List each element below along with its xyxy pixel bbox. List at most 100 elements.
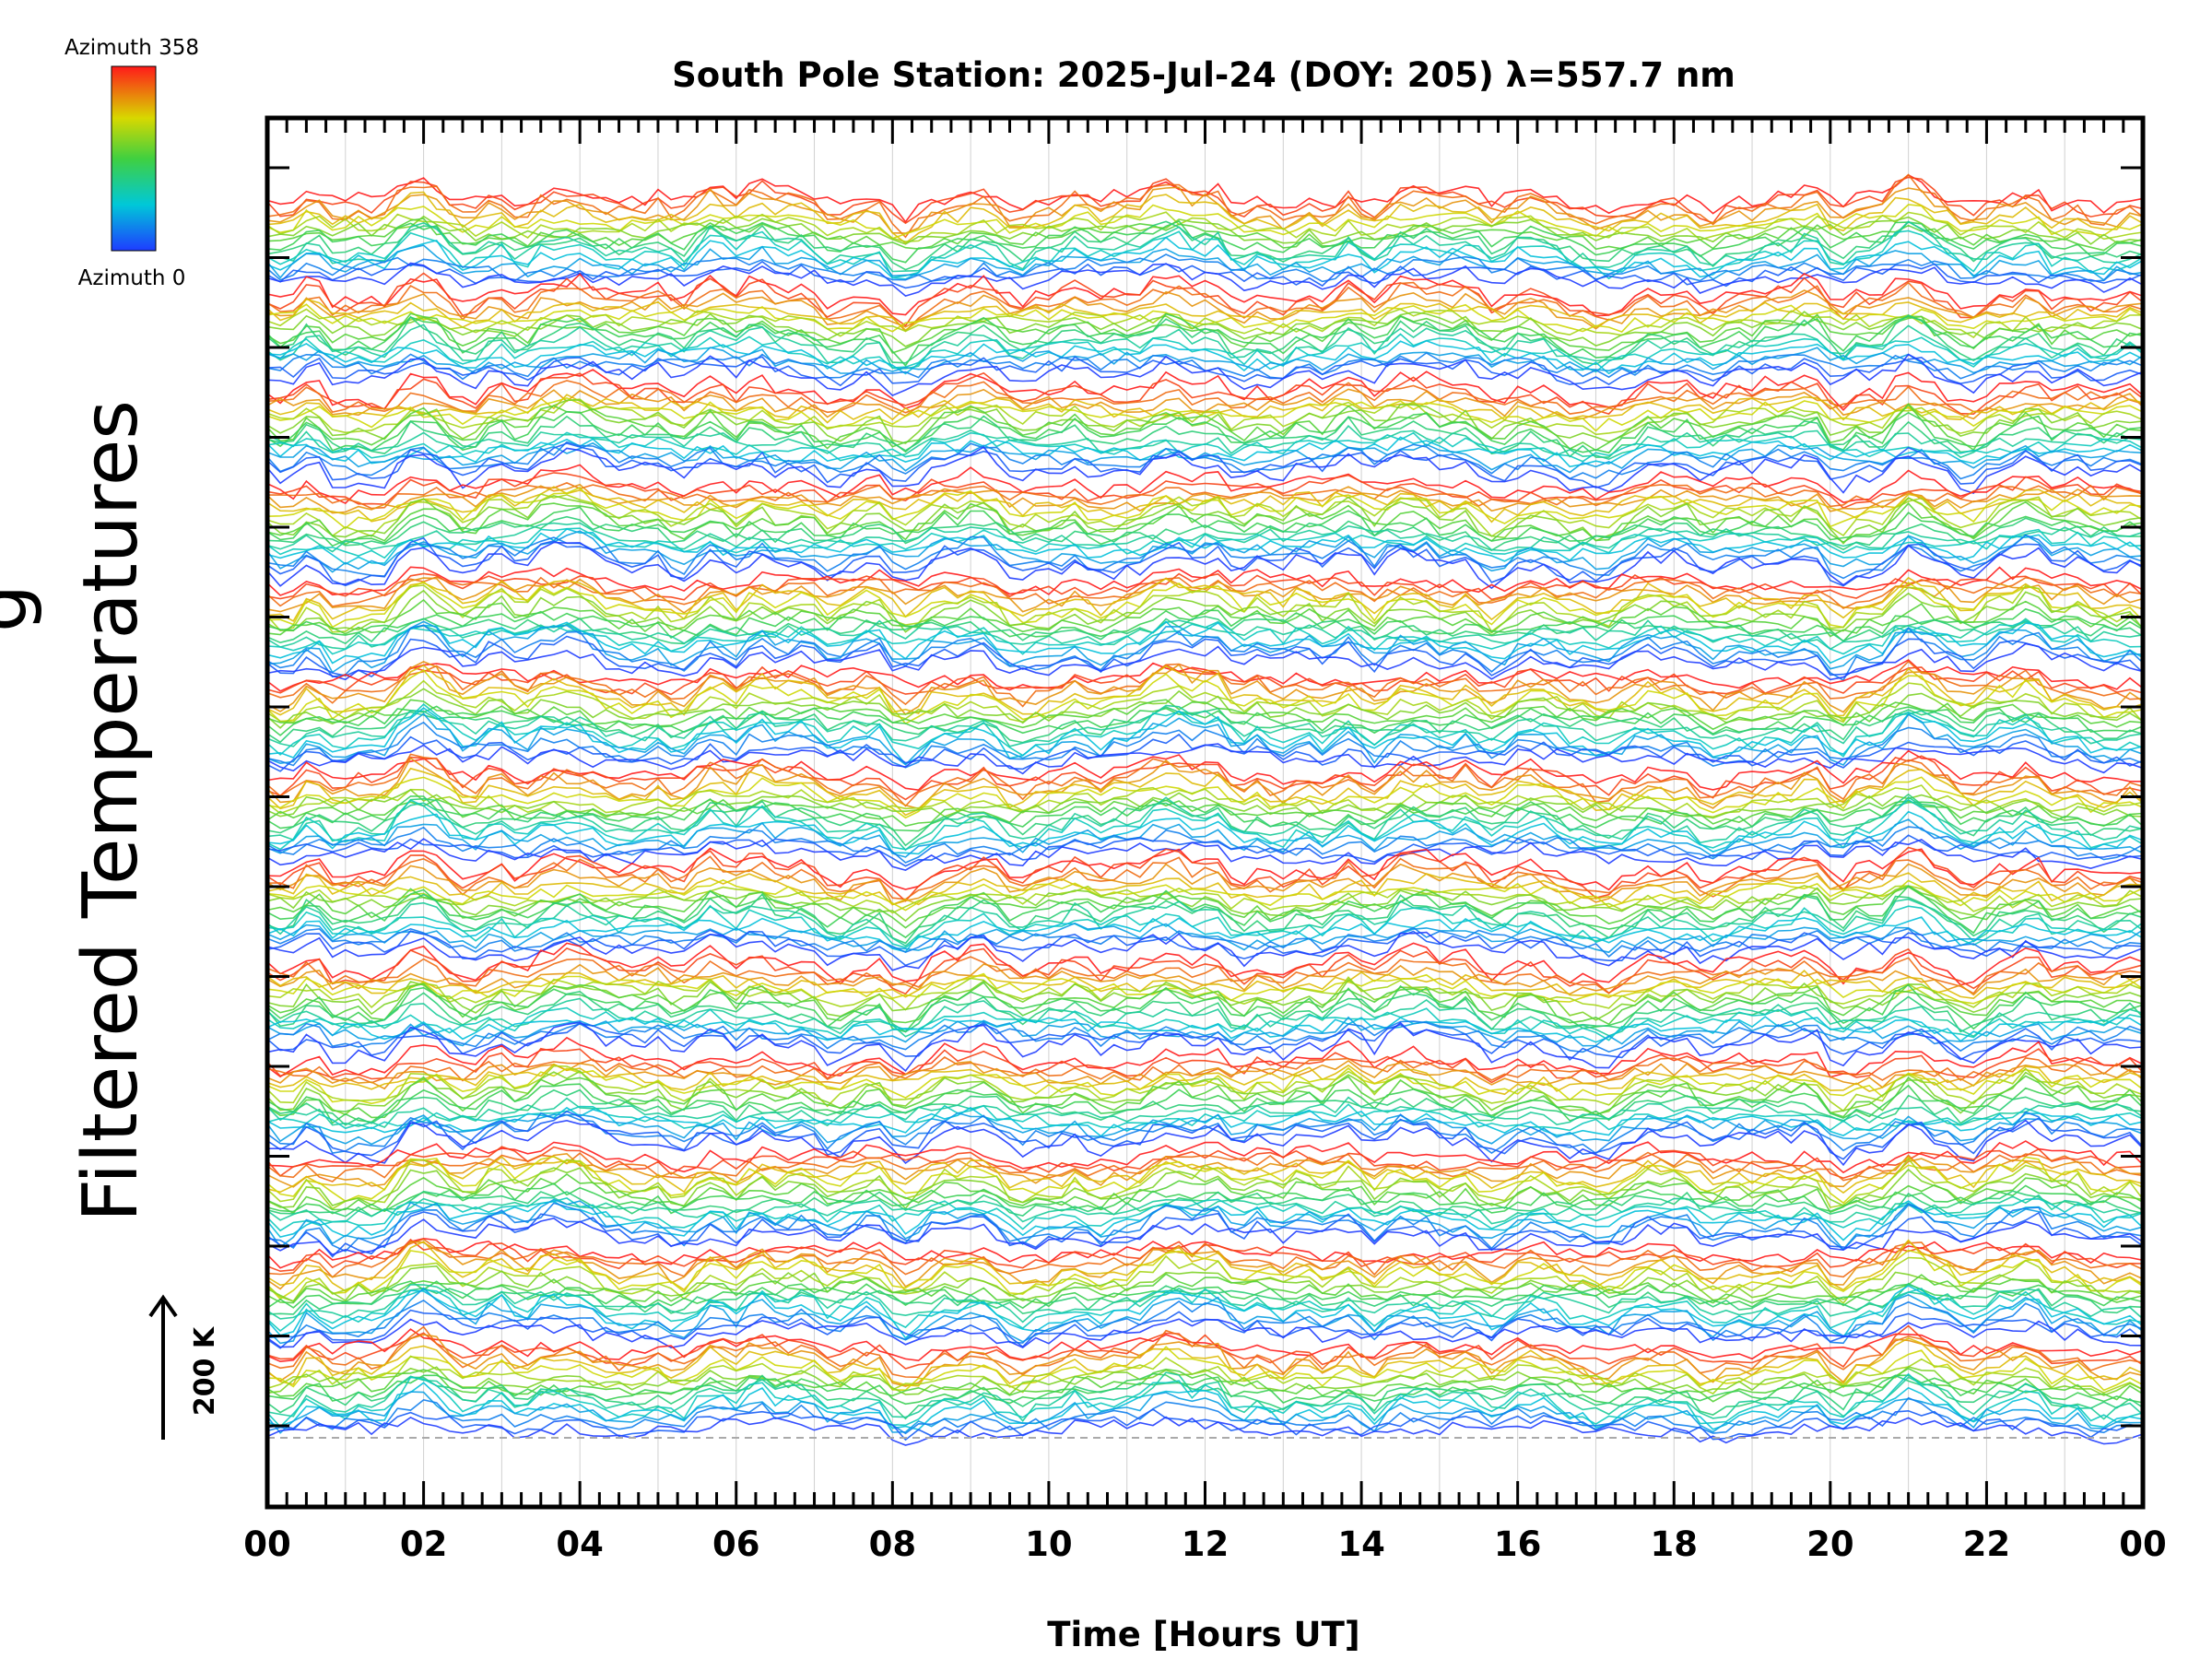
trace-line [267,798,2143,851]
trace-line [267,303,2143,334]
trace-line [267,289,2143,330]
trace-line [267,834,2143,867]
trace-line [267,541,2143,590]
chart-title: South Pole Station: 2025-Jul-24 (DOY: 20… [672,55,1735,95]
trace-line [267,885,2143,939]
x-tick-label: 04 [556,1524,604,1564]
trace-line [267,1140,2143,1174]
trace-line [267,767,2143,817]
trace-line [267,229,2143,280]
trace-line [267,369,2143,412]
trace-line [267,314,2143,366]
trace-line [267,1151,2143,1182]
trace-line [267,776,2143,819]
scale-arrow-head [148,1294,178,1318]
trace-line [267,1146,2143,1180]
trace-line [267,446,2143,495]
trace-line [267,536,2143,587]
trace-line [267,1173,2143,1215]
y-axis-label-cut: g [0,584,44,632]
plot-frame [265,115,2146,1510]
trace-line [267,566,2143,596]
trace-line [267,942,2143,986]
trace-line [267,983,2143,1033]
trace-line [267,956,2143,994]
trace-line [267,1282,2143,1315]
trace-line [267,493,2143,537]
trace-line [267,173,2143,239]
trace-line [267,793,2143,847]
trace-line [267,219,2143,264]
trace-line [267,704,2143,747]
trace-line [267,218,2143,252]
trace-line [267,1112,2143,1146]
trace-line [267,1355,2143,1395]
x-tick-label: 18 [1651,1524,1699,1564]
trace-line [267,616,2143,645]
y-axis-label: Filtered Temperatures [67,400,155,1222]
trace-line [267,584,2143,633]
trace-line [267,483,2143,514]
trace-line [267,211,2143,243]
legend-bottom-label: Azimuth 0 [78,266,186,290]
trace-line [267,1202,2143,1253]
x-axis-label: Time [Hours UT] [1047,1615,1359,1654]
trace-line [267,855,2143,900]
trace-line [267,500,2143,546]
x-tick-label: 10 [1025,1524,1073,1564]
trace-line [267,191,2143,244]
trace-line [267,784,2143,818]
trace-line [267,1254,2143,1305]
trace-line [267,669,2143,725]
trace-line [267,1318,2143,1349]
trace-line [267,1103,2143,1132]
trace-line [267,339,2143,375]
trace-line [267,1155,2143,1205]
x-tick-label: 08 [869,1524,917,1564]
x-tick-label: 20 [1806,1524,1854,1564]
trace-line [267,1060,2143,1090]
trace-line [267,947,2143,995]
trace-line [267,576,2143,609]
trace-line [267,990,2143,1033]
trace-line [267,1156,2143,1194]
trace-line [267,872,2143,906]
trace-line [267,1249,2143,1300]
trace-line [267,743,2143,775]
trace-line [267,707,2143,766]
trace-line [267,635,2143,678]
trace-line [267,204,2143,240]
trace-line [267,1285,2143,1339]
trace-line [267,1334,2143,1387]
x-tick-label: 06 [712,1524,760,1564]
trace-line [267,1096,2143,1128]
trace-line [267,312,2143,368]
trace-line [267,186,2143,234]
trace-line [267,528,2143,565]
trace-line [267,273,2143,317]
trace-line [267,699,2143,731]
trace-line [267,1238,2143,1278]
trace-line [267,1110,2143,1160]
trace-line [267,1167,2143,1210]
trace-line [267,298,2143,332]
trace-line [267,472,2143,510]
trace-line [267,380,2143,415]
trace-line [267,220,2143,273]
trace-line [267,886,2143,929]
trace-line [267,846,2143,902]
trace-line [267,893,2143,945]
trace-line [267,353,2143,397]
trace-line [267,679,2143,724]
legend-top-label: Azimuth 358 [65,36,199,60]
trace-line [267,1088,2143,1126]
trace-line [267,659,2143,692]
trace-line [267,486,2143,524]
trace-line [267,997,2143,1038]
trace-line [267,530,2143,573]
x-tick-label: 00 [243,1524,291,1564]
trace-line [267,347,2143,374]
trace-line [267,441,2143,474]
trace-line [267,176,2143,225]
